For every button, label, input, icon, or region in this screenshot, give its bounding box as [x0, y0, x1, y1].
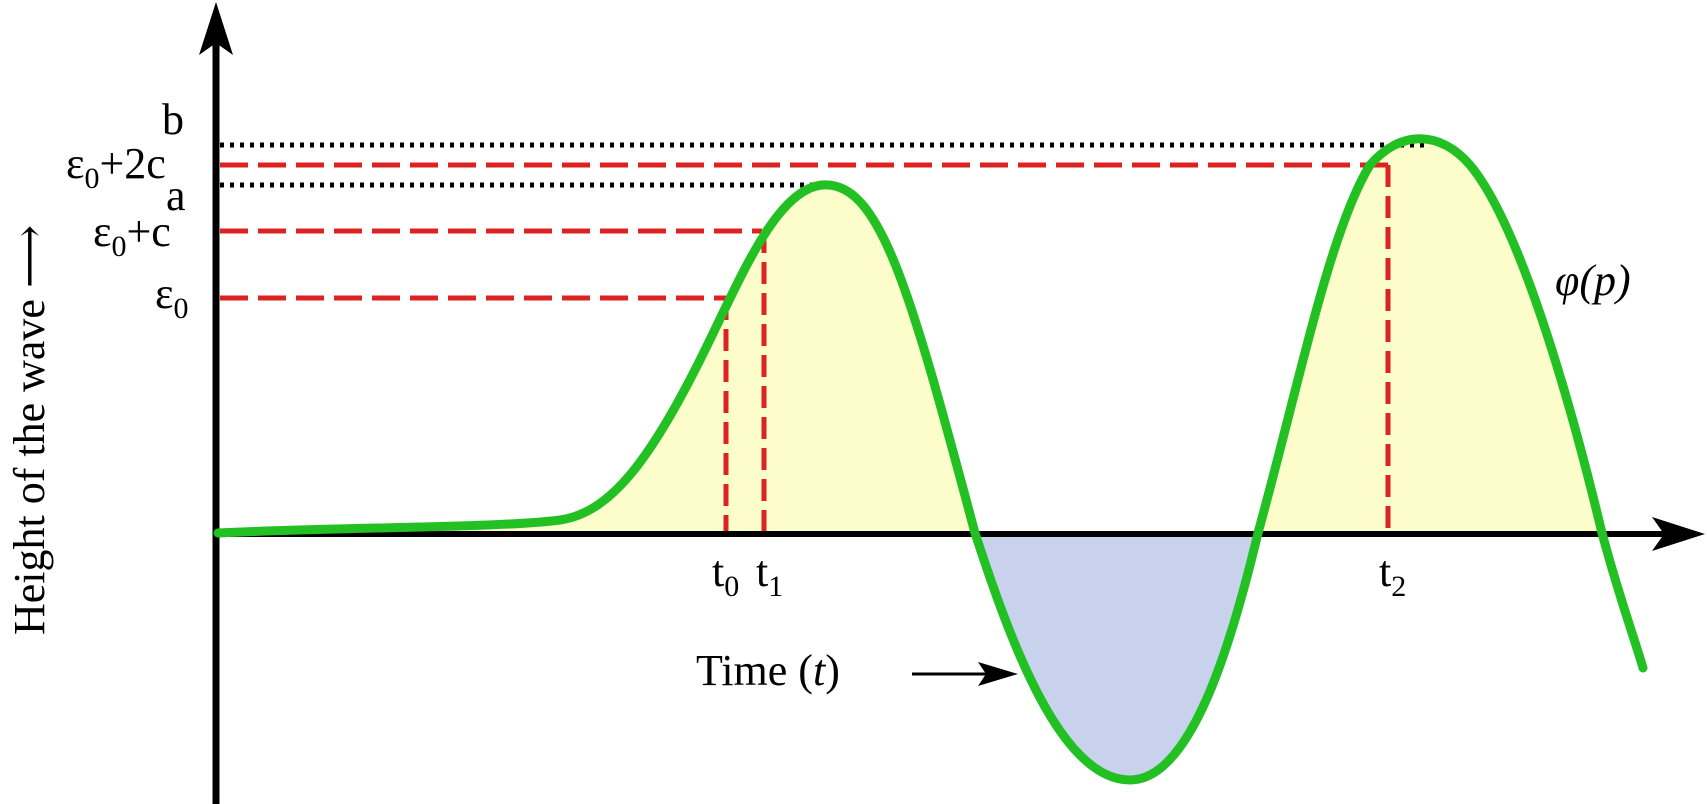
- wave-curve-phi: [213, 134, 1648, 785]
- curve-label: φ(p): [1555, 256, 1631, 305]
- y-axis-arrowhead: [199, 2, 233, 55]
- negative-area-fill: [975, 533, 1258, 780]
- y-axis-label: Height of the wave ⟶: [5, 225, 54, 635]
- level-eps0-2c-label: ε0+2c: [66, 139, 166, 195]
- level-eps0-c-label: ε0+c: [93, 207, 171, 263]
- tick-t0-label: t0: [712, 547, 739, 603]
- positive-area-fill: [218, 184, 975, 533]
- tick-t1-label: t1: [756, 547, 783, 603]
- level-eps0-label: ε0: [155, 269, 188, 325]
- tick-t2-label: t2: [1379, 547, 1406, 603]
- time-arrow-head: [978, 662, 1018, 686]
- level-a-label: a: [166, 171, 186, 220]
- level-b-label: b: [162, 95, 184, 144]
- x-axis-label: Time (t): [696, 646, 840, 695]
- positive-area-fill-2: [1258, 138, 1602, 533]
- x-axis-arrowhead: [1652, 517, 1705, 551]
